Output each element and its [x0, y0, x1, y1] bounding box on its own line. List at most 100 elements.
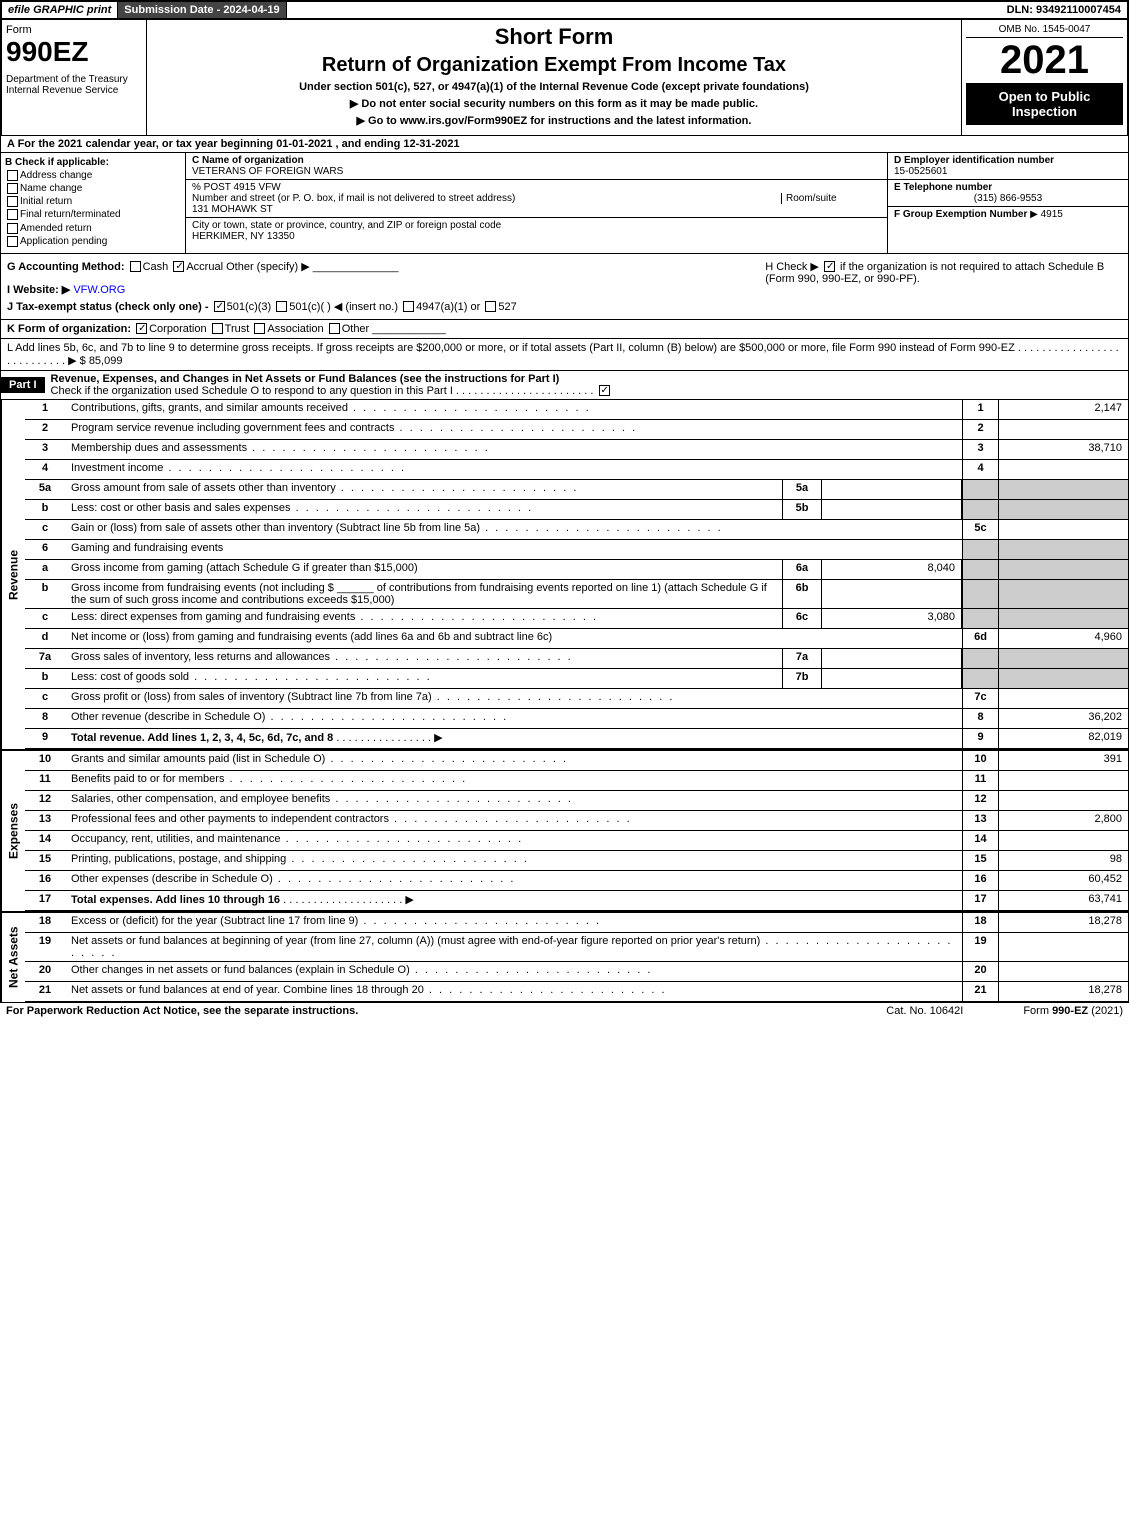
chk-trust[interactable]: [212, 323, 223, 334]
street-label: Number and street (or P. O. box, if mail…: [192, 193, 515, 204]
ein-label: D Employer identification number: [894, 155, 1122, 166]
line-11: 11Benefits paid to or for members11: [25, 771, 1128, 791]
part1-check-text: Check if the organization used Schedule …: [51, 385, 453, 397]
c-name-label: C Name of organization: [192, 155, 881, 166]
line-4: 4Investment income4: [25, 460, 1128, 480]
line-6c: cLess: direct expenses from gaming and f…: [25, 609, 1128, 629]
line-5c: cGain or (loss) from sale of assets othe…: [25, 520, 1128, 540]
submission-date: Submission Date - 2024-04-19: [118, 2, 286, 18]
g-accounting-method: G Accounting Method: Cash Accrual Other …: [7, 260, 765, 273]
ghij-row: G Accounting Method: Cash Accrual Other …: [0, 254, 1129, 320]
page-footer: For Paperwork Reduction Act Notice, see …: [0, 1002, 1129, 1019]
form-header: Form 990EZ Department of the Treasury In…: [0, 20, 1129, 135]
tel-label: E Telephone number: [894, 182, 1122, 193]
part1-title: Revenue, Expenses, and Changes in Net As…: [51, 373, 1122, 385]
room-label: Room/suite: [781, 193, 881, 204]
grp-value: ▶ 4915: [1030, 209, 1063, 220]
footer-catno: Cat. No. 10642I: [886, 1005, 963, 1017]
line-15: 15Printing, publications, postage, and s…: [25, 851, 1128, 871]
line-18: 18Excess or (deficit) for the year (Subt…: [25, 913, 1128, 933]
chk-final-return[interactable]: Final return/terminated: [5, 209, 181, 220]
care-of: % POST 4915 VFW: [192, 182, 881, 193]
chk-501c3[interactable]: [214, 301, 225, 312]
chk-amended-return[interactable]: Amended return: [5, 223, 181, 234]
part1-table: Revenue 1Contributions, gifts, grants, a…: [0, 400, 1129, 1002]
line-5b: bLess: cost or other basis and sales exp…: [25, 500, 1128, 520]
return-title: Return of Organization Exempt From Incom…: [155, 54, 953, 77]
chk-application-pending[interactable]: Application pending: [5, 236, 181, 247]
org-name: VETERANS OF FOREIGN WARS: [192, 166, 881, 177]
chk-other-org[interactable]: [329, 323, 340, 334]
irs-label: Internal Revenue Service: [6, 85, 142, 96]
omb-number: OMB No. 1545-0047: [966, 24, 1123, 38]
line-6d: dNet income or (loss) from gaming and fu…: [25, 629, 1128, 649]
city-label: City or town, state or province, country…: [192, 220, 881, 231]
form-number: 990EZ: [6, 36, 142, 68]
revenue-side-label: Revenue: [1, 400, 25, 749]
line-10: 10Grants and similar amounts paid (list …: [25, 751, 1128, 771]
part1-label: Part I: [1, 377, 45, 393]
efile-print-button[interactable]: efile GRAPHIC print: [2, 2, 118, 18]
website-link[interactable]: VFW.ORG: [73, 284, 125, 296]
goto-link[interactable]: ▶ Go to www.irs.gov/Form990EZ for instru…: [155, 114, 953, 127]
chk-4947[interactable]: [403, 301, 414, 312]
line-21: 21Net assets or fund balances at end of …: [25, 982, 1128, 1002]
gross-receipts: ▶ $ 85,099: [68, 355, 122, 367]
h-check: H Check ▶ if the organization is not req…: [765, 260, 1122, 313]
line-19: 19Net assets or fund balances at beginni…: [25, 933, 1128, 962]
expenses-side-label: Expenses: [1, 751, 25, 911]
line-7b: bLess: cost of goods sold7b: [25, 669, 1128, 689]
section-l: L Add lines 5b, 6c, and 7b to line 9 to …: [0, 339, 1129, 371]
section-c: C Name of organization VETERANS OF FOREI…: [186, 153, 888, 253]
tax-year: 2021: [966, 38, 1123, 83]
line-7a: 7aGross sales of inventory, less returns…: [25, 649, 1128, 669]
line-2: 2Program service revenue including gover…: [25, 420, 1128, 440]
short-form-title: Short Form: [155, 24, 953, 50]
form-id-box: Form 990EZ Department of the Treasury In…: [2, 20, 147, 135]
line-9: 9Total revenue. Add lines 1, 2, 3, 4, 5c…: [25, 729, 1128, 749]
form-word: Form: [6, 24, 142, 36]
street-address: 131 MOHAWK ST: [192, 204, 881, 215]
section-a: A For the 2021 calendar year, or tax yea…: [0, 135, 1129, 153]
top-bar: efile GRAPHIC print Submission Date - 20…: [0, 0, 1129, 20]
chk-accrual[interactable]: [173, 261, 184, 272]
chk-schedule-o[interactable]: [599, 385, 610, 396]
part1-header: Part I Revenue, Expenses, and Changes in…: [0, 371, 1129, 400]
j-tax-exempt: J Tax-exempt status (check only one) - 5…: [7, 300, 765, 313]
chk-501c[interactable]: [276, 301, 287, 312]
tel-value: (315) 866-9553: [894, 193, 1122, 204]
section-k: K Form of organization: Corporation Trus…: [0, 320, 1129, 339]
line-3: 3Membership dues and assessments338,710: [25, 440, 1128, 460]
section-b: B Check if applicable: Address change Na…: [1, 153, 186, 253]
line-14: 14Occupancy, rent, utilities, and mainte…: [25, 831, 1128, 851]
chk-name-change[interactable]: Name change: [5, 183, 181, 194]
footer-form: Form 990-EZ (2021): [1023, 1005, 1123, 1017]
bcd-row: B Check if applicable: Address change Na…: [0, 153, 1129, 254]
no-ssn-text: ▶ Do not enter social security numbers o…: [155, 97, 953, 110]
line-6a: aGross income from gaming (attach Schedu…: [25, 560, 1128, 580]
chk-address-change[interactable]: Address change: [5, 170, 181, 181]
city-state-zip: HERKIMER, NY 13350: [192, 231, 881, 242]
footer-left: For Paperwork Reduction Act Notice, see …: [6, 1005, 358, 1017]
dln: DLN: 93492110007454: [1001, 2, 1127, 18]
chk-527[interactable]: [485, 301, 496, 312]
line-17: 17Total expenses. Add lines 10 through 1…: [25, 891, 1128, 911]
ein-value: 15-0525601: [894, 166, 1122, 177]
under-section-text: Under section 501(c), 527, or 4947(a)(1)…: [155, 81, 953, 93]
chk-association[interactable]: [254, 323, 265, 334]
chk-schedule-b[interactable]: [824, 261, 835, 272]
line-20: 20Other changes in net assets or fund ba…: [25, 962, 1128, 982]
chk-cash[interactable]: [130, 261, 141, 272]
line-13: 13Professional fees and other payments t…: [25, 811, 1128, 831]
line-8: 8Other revenue (describe in Schedule O)8…: [25, 709, 1128, 729]
line-1: 1Contributions, gifts, grants, and simil…: [25, 400, 1128, 420]
line-5a: 5aGross amount from sale of assets other…: [25, 480, 1128, 500]
title-box: Short Form Return of Organization Exempt…: [147, 20, 962, 135]
grp-label: F Group Exemption Number: [894, 209, 1027, 220]
b-title: B Check if applicable:: [5, 157, 181, 168]
line-12: 12Salaries, other compensation, and empl…: [25, 791, 1128, 811]
chk-corporation[interactable]: [136, 323, 147, 334]
line-6: 6Gaming and fundraising events: [25, 540, 1128, 560]
chk-initial-return[interactable]: Initial return: [5, 196, 181, 207]
i-website: I Website: ▶ VFW.ORG: [7, 283, 765, 296]
